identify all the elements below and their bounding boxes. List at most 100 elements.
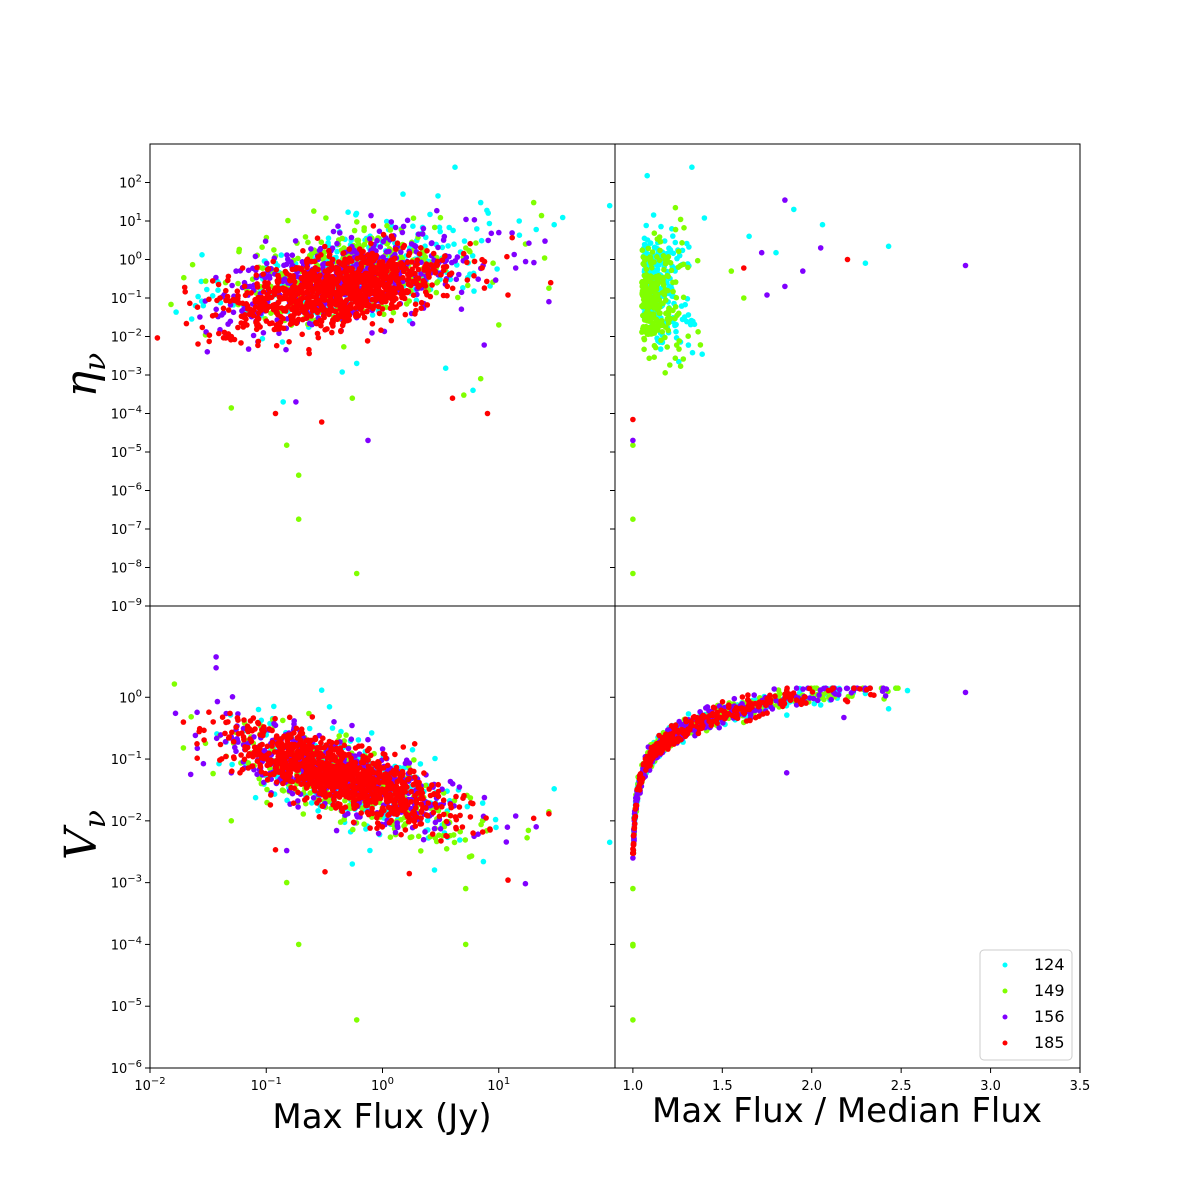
- scatter-point-series-185: [438, 272, 444, 278]
- scatter-point-series-149: [188, 714, 194, 720]
- scatter-point-series-185: [383, 287, 389, 293]
- scatter-point-series-185: [424, 302, 431, 308]
- scatter-point-series-124: [278, 252, 285, 258]
- scatter-point-series-185: [328, 308, 335, 314]
- scatter-point-series-156: [835, 692, 842, 698]
- scatter-point-series-149: [295, 255, 301, 262]
- scatter-point-series-124: [204, 286, 210, 293]
- scatter-point-series-156: [283, 346, 289, 353]
- scatter-point-series-149: [639, 247, 646, 253]
- scatter-point-series-156: [420, 836, 427, 843]
- scatter-point-series-185: [194, 755, 200, 761]
- scatter-point-series-149: [685, 333, 691, 340]
- scatter-point-series-149: [672, 304, 679, 310]
- scatter-point-series-156: [504, 824, 511, 830]
- scatter-point-series-185: [630, 416, 636, 423]
- scatter-point-series-185: [844, 256, 851, 263]
- scatter-point-series-185: [278, 314, 284, 320]
- scatter-point-series-149: [695, 329, 701, 335]
- scatter-point-series-156: [289, 252, 296, 258]
- scatter-point-series-156: [292, 238, 299, 244]
- scatter-point-series-185: [314, 296, 320, 303]
- scatter-point-series-124: [368, 730, 375, 736]
- scatter-point-series-156: [192, 732, 199, 739]
- scatter-point-series-185: [299, 331, 306, 338]
- scatter-point-series-156: [213, 665, 219, 671]
- scatter-point-series-149: [524, 835, 530, 841]
- scatter-point-series-185: [300, 248, 306, 254]
- scatter-point-series-185: [306, 350, 313, 357]
- scatter-point-series-124: [353, 360, 360, 367]
- scatter-point-series-185: [464, 259, 470, 266]
- scatter-point-series-185: [206, 332, 213, 339]
- scatter-point-series-156: [512, 813, 519, 819]
- scatter-point-series-185: [342, 256, 348, 263]
- scatter-point-series-185: [326, 251, 333, 258]
- scatter-point-series-124: [652, 244, 658, 251]
- scatter-point-series-149: [462, 885, 469, 892]
- scatter-point-series-185: [440, 264, 447, 270]
- scatter-point-series-156: [250, 332, 257, 339]
- scatter-point-series-185: [217, 295, 223, 301]
- scatter-point-series-185: [322, 268, 329, 275]
- scatter-point-series-185: [311, 270, 317, 277]
- scatter-point-series-124: [349, 861, 356, 867]
- scatter-point-series-149: [390, 309, 397, 316]
- scatter-point-series-149: [680, 261, 687, 268]
- scatter-point-series-149: [387, 227, 394, 233]
- scatter-point-series-149: [672, 204, 679, 211]
- scatter-point-series-185: [276, 326, 283, 332]
- scatter-point-series-149: [893, 685, 899, 691]
- scatter-point-series-149: [361, 821, 367, 827]
- scatter-point-series-156: [844, 685, 851, 692]
- scatter-point-series-185: [405, 281, 412, 288]
- scatter-point-series-156: [404, 217, 411, 224]
- scatter-point-series-149: [387, 834, 394, 840]
- scatter-point-series-149: [664, 344, 670, 350]
- scatter-point-series-185: [361, 281, 368, 288]
- scatter-point-series-149: [422, 254, 429, 260]
- scatter-point-series-149: [467, 248, 473, 255]
- scatter-point-series-185: [291, 283, 298, 290]
- scatter-point-series-149: [434, 279, 441, 285]
- scatter-point-series-185: [410, 278, 416, 285]
- scatter-point-series-185: [317, 317, 324, 324]
- scatter-point-series-185: [340, 250, 347, 256]
- scatter-point-series-124: [464, 803, 471, 810]
- scatter-point-series-156: [406, 760, 413, 766]
- scatter-point-series-124: [486, 220, 493, 227]
- scatter-point-series-124: [676, 358, 682, 365]
- scatter-point-series-149: [775, 687, 782, 693]
- scatter-point-series-149: [665, 273, 671, 280]
- scatter-point-series-185: [309, 293, 316, 300]
- scatter-point-series-185: [388, 817, 395, 824]
- scatter-point-series-156: [526, 240, 532, 246]
- scatter-point-series-185: [272, 410, 279, 417]
- scatter-point-series-156: [816, 692, 822, 698]
- scatter-point-series-156: [233, 748, 239, 755]
- scatter-point-series-185: [347, 295, 353, 301]
- scatter-point-series-156: [263, 260, 270, 267]
- scatter-point-series-149: [181, 274, 187, 281]
- scatter-point-series-156: [379, 746, 386, 752]
- scatter-point-series-156: [453, 276, 460, 283]
- scatter-point-series-149: [676, 338, 682, 344]
- scatter-point-series-149: [341, 738, 348, 744]
- scatter-point-series-156: [233, 268, 239, 274]
- scatter-point-series-149: [672, 279, 679, 285]
- scatter-point-series-149: [630, 516, 636, 522]
- scatter-point-series-156: [284, 252, 290, 258]
- scatter-point-series-124: [885, 706, 892, 712]
- scatter-point-series-185: [264, 266, 271, 273]
- scatter-point-series-124: [670, 233, 676, 239]
- scatter-point-series-185: [228, 333, 235, 340]
- scatter-point-series-124: [279, 339, 286, 345]
- scatter-point-series-185: [308, 304, 314, 310]
- scatter-point-series-149: [465, 282, 471, 289]
- scatter-point-series-124: [479, 800, 486, 806]
- scatter-point-series-156: [783, 770, 790, 776]
- scatter-point-series-185: [380, 231, 387, 238]
- scatter-point-series-156: [229, 282, 235, 289]
- scatter-point-series-149: [630, 943, 636, 949]
- scatter-point-series-149: [639, 290, 645, 297]
